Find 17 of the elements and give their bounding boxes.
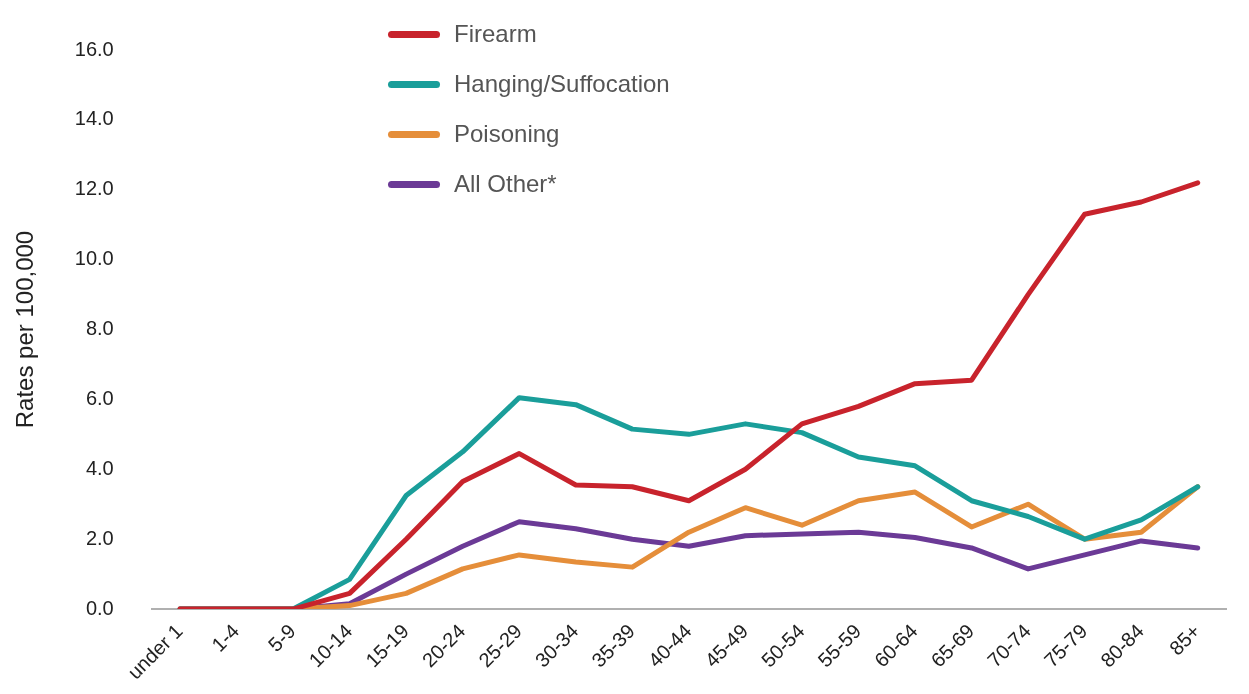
y-tick-label: 0.0: [85, 596, 114, 619]
y-tick-label: 4.0: [85, 456, 114, 479]
y-tick-label: 10.0: [74, 247, 114, 270]
y-tick-label: 8.0: [85, 317, 114, 340]
legend-label: All Other*: [454, 170, 557, 198]
y-tick-label: 16.0: [74, 37, 114, 60]
x-tick-label: 5-9: [263, 619, 300, 656]
y-tick-label: 12.0: [74, 177, 114, 200]
legend-label: Hanging/Suffocation: [454, 70, 670, 98]
legend-label: Firearm: [454, 20, 537, 48]
y-axis-title: Rates per 100,000: [11, 230, 39, 429]
x-tick-label: 85+: [1164, 619, 1205, 660]
legend-label: Poisoning: [454, 120, 560, 148]
y-tick-label: 6.0: [85, 386, 114, 409]
y-tick-label: 14.0: [74, 107, 114, 130]
x-tick-label: 1-4: [207, 619, 244, 656]
y-tick-label: 2.0: [85, 526, 114, 549]
